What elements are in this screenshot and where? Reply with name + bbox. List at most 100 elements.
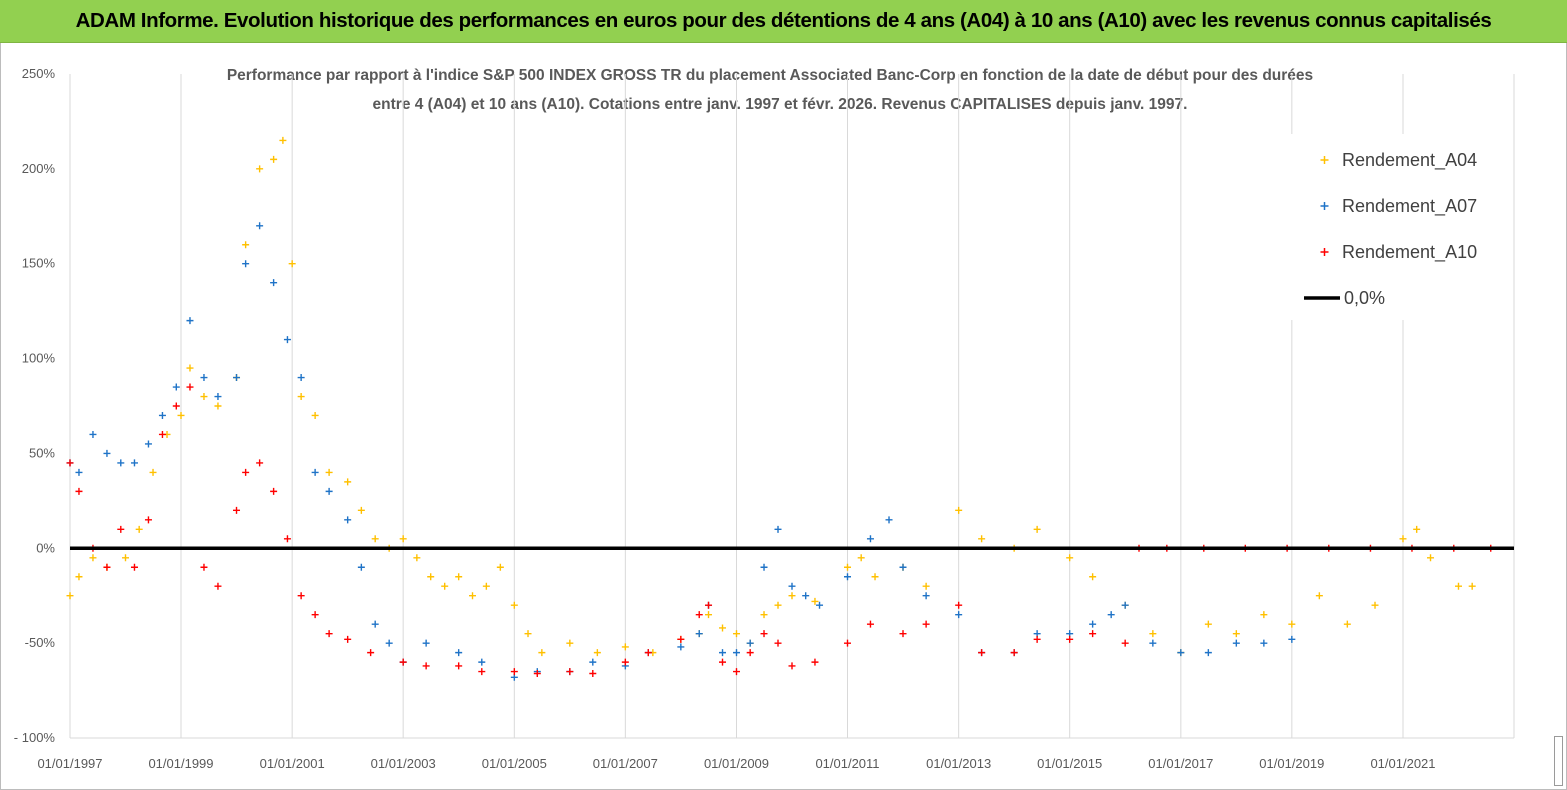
data-point [510,668,518,676]
data-point [1315,592,1323,600]
data-point [1177,649,1185,657]
data-point [135,525,143,533]
data-point [233,374,241,382]
data-point [200,563,208,571]
data-point [172,402,180,410]
x-tick-label: 01/01/1997 [37,756,102,771]
data-point [644,649,652,657]
data-point [186,364,194,372]
data-point [1121,639,1129,647]
legend-label: Rendement_A10 [1342,242,1477,263]
data-point [270,155,278,163]
data-point [1468,582,1476,590]
data-point [621,643,629,651]
data-point [760,630,768,638]
data-point [344,635,352,643]
data-point [695,611,703,619]
data-point [922,582,930,590]
data-point [482,582,490,590]
data-point [1204,649,1212,657]
data-point [589,658,597,666]
series-Rendement_A07 [66,222,1296,681]
data-point [1066,554,1074,562]
data-point [899,563,907,571]
data-point [774,525,782,533]
data-point [811,658,819,666]
data-point [371,535,379,543]
data-point [677,643,685,651]
data-point [455,662,463,670]
series-Rendement_A04 [66,136,1476,657]
legend-label: 0,0% [1344,288,1385,308]
data-point [256,165,264,173]
data-point [1260,639,1268,647]
x-tick-label: 01/01/2011 [815,756,879,771]
scroll-handle[interactable] [1554,736,1563,786]
data-point [922,620,930,628]
data-point [89,430,97,438]
data-point [1107,611,1115,619]
data-point [774,601,782,609]
data-point [325,630,333,638]
data-point [469,592,477,600]
data-point [774,639,782,647]
data-point [955,611,963,619]
y-tick-label: 200% [22,161,56,176]
data-point [899,630,907,638]
data-point [760,563,768,571]
data-point [455,649,463,657]
data-point [117,525,125,533]
data-point [66,592,74,600]
x-tick-label: 01/01/2009 [704,756,769,771]
x-tick-label: 01/01/2021 [1370,756,1435,771]
data-point [399,535,407,543]
data-point [144,440,152,448]
data-point [357,506,365,514]
data-point [732,630,740,638]
data-point [719,649,727,657]
data-point [538,649,546,657]
data-point [593,649,601,657]
data-point [844,639,852,647]
data-point [297,393,305,401]
data-point [158,411,166,419]
data-point [130,563,138,571]
legend: Rendement_A04 Rendement_A07 Rendement_A10 0… [1280,134,1512,320]
data-point [566,639,574,647]
data-point [1260,611,1268,619]
data-point [857,554,865,562]
data-point [103,563,111,571]
data-point [496,563,504,571]
data-point [214,402,222,410]
data-point [955,506,963,514]
data-point [1010,649,1018,657]
data-point [1455,582,1462,590]
data-point [866,535,874,543]
data-point [732,649,740,657]
data-point [344,478,352,486]
data-point [75,468,83,476]
data-point [399,658,407,666]
data-point [719,624,727,632]
data-point [478,668,486,676]
data-point [1149,630,1157,638]
data-point [441,582,449,590]
data-point [788,592,796,600]
data-point [1288,620,1296,628]
data-point [705,611,713,619]
data-point [214,393,222,401]
data-point [242,241,250,249]
legend-marker [1320,156,1329,164]
data-point [371,620,379,628]
data-point [256,459,264,467]
data-point [844,563,852,571]
data-point [866,620,874,628]
data-point [297,592,305,600]
data-point [1288,635,1296,643]
data-point [844,573,852,581]
data-point [233,506,241,514]
data-point [1413,525,1421,533]
data-point [677,635,685,643]
data-point [413,554,421,562]
data-point [283,535,291,543]
